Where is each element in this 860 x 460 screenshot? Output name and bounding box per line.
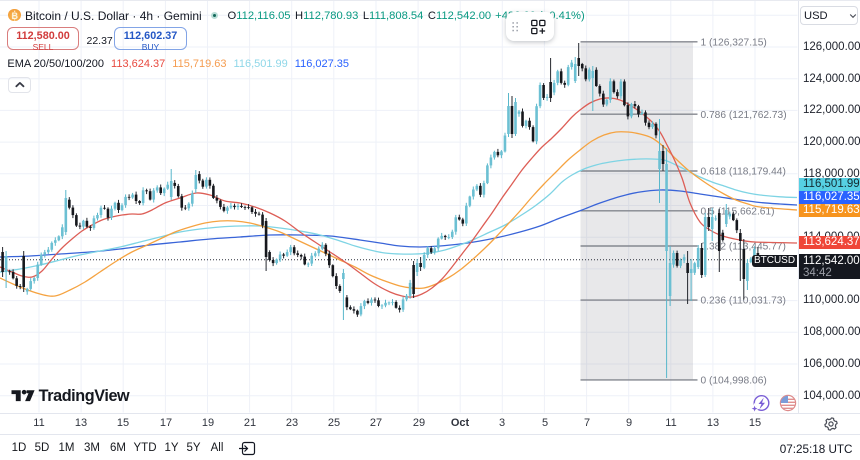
svg-text:1 (126,327.15): 1 (126,327.15) <box>701 37 767 48</box>
svg-text:TradingView: TradingView <box>38 387 129 405</box>
svg-text:0.236 (110,031.73): 0.236 (110,031.73) <box>701 296 786 307</box>
svg-text:0.786 (121,762.73): 0.786 (121,762.73) <box>701 110 787 121</box>
svg-text:0 (104,998.06): 0 (104,998.06) <box>701 376 767 387</box>
svg-text:0.382 (113,445.77): 0.382 (113,445.77) <box>701 242 786 253</box>
svg-text:B: B <box>12 11 19 21</box>
svg-text:0.618 (118,179.44): 0.618 (118,179.44) <box>701 167 786 178</box>
svg-text:0.5 (115,662.61): 0.5 (115,662.61) <box>701 206 775 217</box>
